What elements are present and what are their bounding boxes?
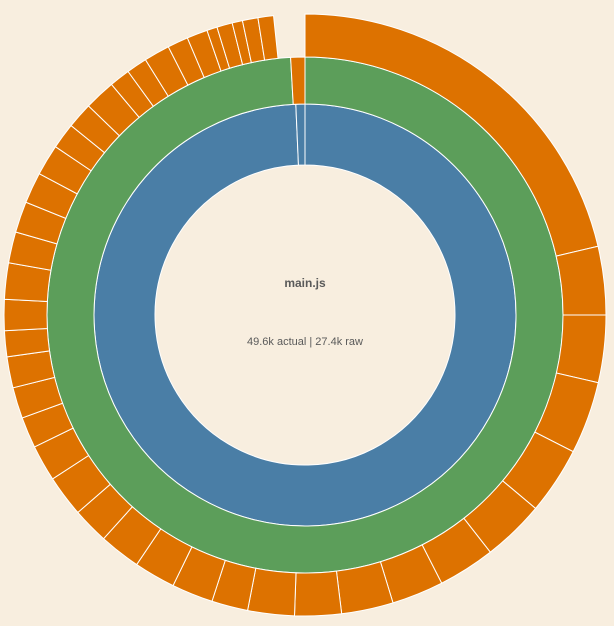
chart-subtitle: 49.6k actual | 27.4k raw: [247, 336, 363, 348]
segment: [93, 103, 517, 527]
segment: [3, 298, 48, 332]
segment: [293, 570, 343, 617]
sunburst: [3, 13, 607, 617]
segment: [555, 314, 607, 384]
segment: [290, 56, 306, 105]
chart-title: main.js: [284, 276, 326, 290]
segment: [555, 245, 607, 316]
segment: [257, 15, 279, 61]
